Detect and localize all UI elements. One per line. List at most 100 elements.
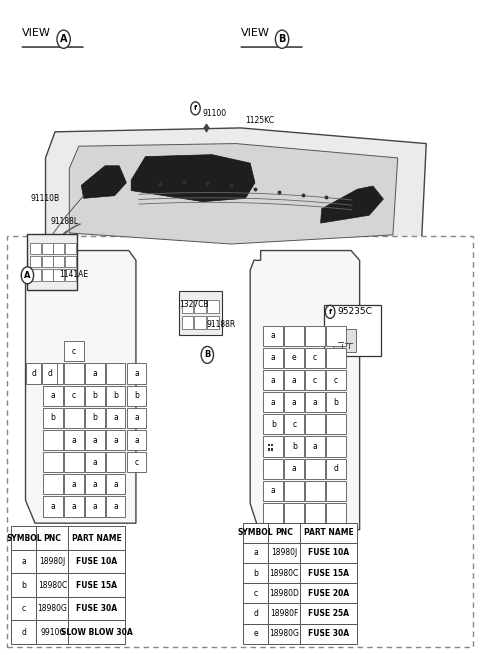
Text: b: b — [113, 391, 118, 400]
Bar — [300, 563, 357, 583]
Text: f: f — [194, 105, 197, 111]
Bar — [68, 550, 125, 573]
Text: e: e — [292, 353, 297, 362]
Bar — [326, 414, 346, 434]
Bar — [300, 603, 357, 624]
Bar — [243, 543, 268, 563]
Bar — [30, 243, 41, 254]
Bar — [305, 458, 325, 479]
Bar — [53, 269, 64, 280]
Bar — [305, 348, 325, 368]
Bar — [43, 474, 63, 495]
Bar — [305, 326, 325, 346]
Bar — [11, 550, 36, 573]
Text: FUSE 30A: FUSE 30A — [308, 629, 349, 638]
Circle shape — [57, 30, 70, 48]
Text: f: f — [328, 309, 332, 315]
Text: b: b — [253, 569, 258, 578]
Bar — [27, 234, 77, 290]
Bar — [271, 449, 273, 451]
Bar — [264, 458, 283, 479]
Text: d: d — [22, 627, 26, 637]
Bar — [127, 386, 146, 405]
Bar — [305, 503, 325, 523]
Text: c: c — [72, 346, 76, 356]
Text: 91100: 91100 — [203, 109, 227, 118]
Bar — [106, 452, 125, 472]
Text: e: e — [253, 629, 258, 638]
Bar — [36, 550, 68, 573]
Bar — [207, 316, 219, 329]
Bar — [268, 583, 300, 603]
Polygon shape — [46, 128, 426, 253]
Bar — [11, 527, 36, 550]
Bar — [64, 474, 84, 495]
Bar — [64, 430, 84, 450]
Bar — [64, 496, 84, 517]
Bar — [268, 563, 300, 583]
Bar — [85, 474, 105, 495]
Text: 18980F: 18980F — [270, 609, 299, 618]
Bar — [264, 348, 283, 368]
Bar — [42, 364, 58, 384]
Circle shape — [276, 30, 288, 48]
Text: PART NAME: PART NAME — [72, 534, 122, 543]
Text: a: a — [93, 436, 97, 445]
Polygon shape — [69, 143, 398, 244]
Text: FUSE 25A: FUSE 25A — [308, 609, 349, 618]
Bar — [85, 364, 105, 384]
Bar — [271, 444, 273, 447]
Text: d: d — [334, 464, 338, 473]
Text: a: a — [93, 480, 97, 489]
Bar — [36, 620, 68, 644]
Text: a: a — [292, 398, 297, 407]
Bar — [43, 430, 63, 450]
Bar — [85, 386, 105, 405]
Text: c: c — [313, 353, 317, 362]
Text: FUSE 30A: FUSE 30A — [76, 604, 118, 613]
Text: a: a — [50, 391, 55, 400]
Text: 18980G: 18980G — [37, 604, 67, 613]
Bar — [285, 326, 304, 346]
Text: a: a — [271, 487, 276, 495]
Bar — [64, 341, 84, 362]
Bar — [243, 583, 268, 603]
Bar — [243, 563, 268, 583]
Circle shape — [21, 267, 34, 284]
Text: b: b — [134, 391, 139, 400]
Text: a: a — [134, 369, 139, 378]
Bar — [8, 236, 473, 647]
Text: a: a — [72, 502, 76, 511]
Text: 18980C: 18980C — [270, 569, 299, 578]
Polygon shape — [321, 186, 384, 223]
Bar — [43, 496, 63, 517]
Polygon shape — [131, 155, 255, 202]
Bar — [264, 436, 283, 457]
Polygon shape — [25, 251, 136, 523]
Bar — [243, 523, 268, 543]
Bar — [106, 407, 125, 428]
Bar — [85, 430, 105, 450]
Text: c: c — [292, 420, 296, 429]
Bar — [194, 316, 206, 329]
Text: 18980D: 18980D — [269, 589, 299, 598]
Text: a: a — [50, 502, 55, 511]
Text: a: a — [113, 480, 118, 489]
Text: VIEW: VIEW — [240, 28, 270, 38]
Text: 18980J: 18980J — [39, 557, 65, 566]
Bar — [243, 624, 268, 644]
Text: b: b — [92, 391, 97, 400]
Bar — [264, 503, 283, 523]
Bar — [179, 291, 222, 335]
Bar — [106, 474, 125, 495]
Bar — [326, 370, 346, 390]
Bar — [85, 496, 105, 517]
Bar — [127, 452, 146, 472]
Bar — [264, 326, 283, 346]
Text: a: a — [253, 548, 258, 557]
Text: FUSE 10A: FUSE 10A — [76, 557, 118, 566]
Text: a: a — [113, 502, 118, 511]
Text: b: b — [22, 580, 26, 590]
Bar — [43, 407, 63, 428]
Bar — [42, 255, 53, 267]
